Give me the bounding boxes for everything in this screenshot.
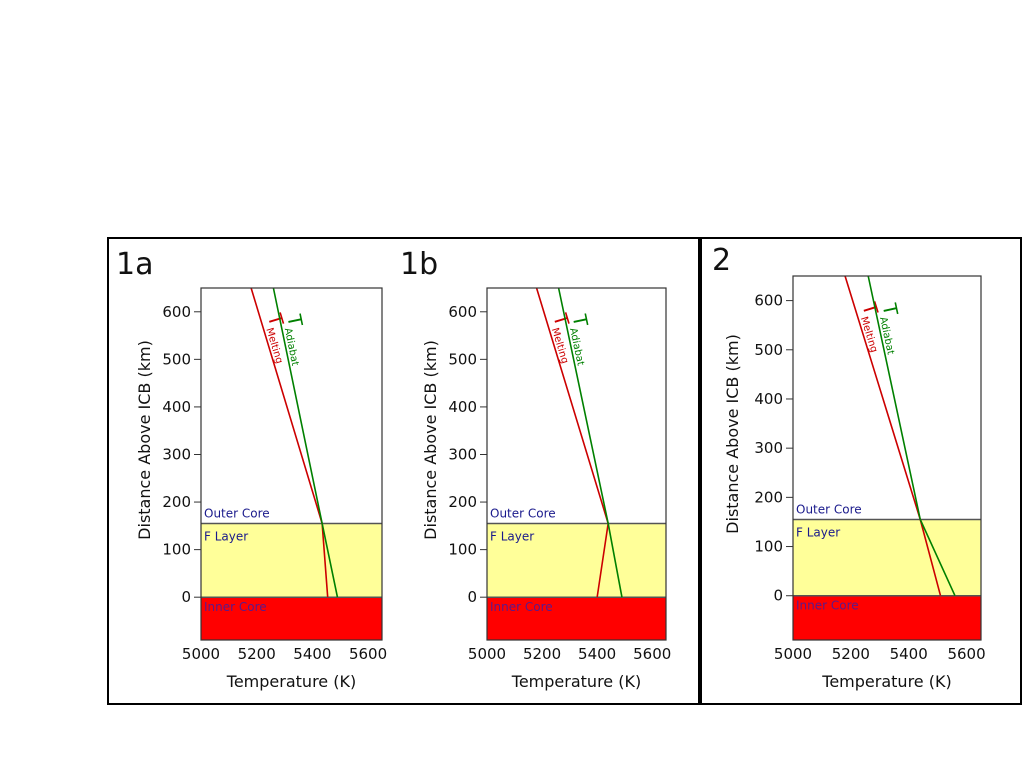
x-tick-label: 5600 bbox=[947, 645, 985, 663]
x-tick-label: 5200 bbox=[523, 645, 561, 663]
x-tick-label: 5400 bbox=[578, 645, 616, 663]
region-label: Outer Core bbox=[490, 506, 556, 520]
y-tick-label: 500 bbox=[754, 341, 783, 359]
y-tick-label: 100 bbox=[162, 541, 191, 559]
x-axis-label: Temperature (K) bbox=[821, 672, 951, 691]
region-outer-core bbox=[201, 288, 382, 524]
region-label: Inner Core bbox=[796, 599, 859, 613]
plot-frame bbox=[792, 275, 982, 641]
y-tick-label: 200 bbox=[754, 488, 783, 506]
plot-frame bbox=[486, 287, 667, 641]
panel-label: 2 bbox=[712, 243, 731, 278]
series-line-adiabat bbox=[867, 275, 956, 597]
x-tick-label: 5200 bbox=[238, 645, 276, 663]
region-label: Inner Core bbox=[204, 600, 267, 614]
figure-frame-2 bbox=[700, 237, 1022, 705]
y-tick-label: 100 bbox=[448, 541, 477, 559]
region-f-layer bbox=[487, 523, 666, 598]
y-tick-label: 600 bbox=[448, 303, 477, 321]
y-tick-label: 300 bbox=[162, 445, 191, 463]
x-tick-label: 5000 bbox=[774, 645, 812, 663]
x-tick-label: 5000 bbox=[468, 645, 506, 663]
y-tick-label: 100 bbox=[754, 538, 783, 556]
y-tick-label: 0 bbox=[773, 587, 783, 605]
x-tick-label: 5000 bbox=[182, 645, 220, 663]
y-axis-label: Distance Above ICB (km) bbox=[135, 340, 154, 540]
y-tick-label: 300 bbox=[448, 445, 477, 463]
y-axis-label: Distance Above ICB (km) bbox=[723, 334, 742, 534]
region-outer-core bbox=[793, 276, 981, 520]
x-axis-label: Temperature (K) bbox=[511, 672, 641, 691]
y-tick-label: 0 bbox=[467, 588, 477, 606]
figure-frame-1 bbox=[107, 237, 700, 705]
y-tick-label: 0 bbox=[181, 588, 191, 606]
x-tick-label: 5400 bbox=[293, 645, 331, 663]
region-outer-core bbox=[487, 288, 666, 524]
x-tick-label: 5400 bbox=[890, 645, 928, 663]
y-tick-label: 200 bbox=[448, 493, 477, 511]
region-f-layer bbox=[201, 523, 382, 598]
y-tick-label: 200 bbox=[162, 493, 191, 511]
series-label-symbol: T bbox=[877, 301, 901, 318]
panel-label: 1b bbox=[400, 247, 438, 282]
x-tick-label: 5600 bbox=[633, 645, 671, 663]
x-tick-label: 5200 bbox=[832, 645, 870, 663]
x-axis-label: Temperature (K) bbox=[226, 672, 356, 691]
series-label-symbol: T bbox=[567, 312, 591, 329]
region-inner-core bbox=[487, 597, 666, 640]
region-inner-core bbox=[793, 595, 981, 640]
region-label: Outer Core bbox=[796, 502, 862, 516]
y-tick-label: 500 bbox=[162, 350, 191, 368]
y-tick-label: 600 bbox=[754, 292, 783, 310]
series-line-adiabat bbox=[272, 287, 339, 598]
y-tick-label: 400 bbox=[754, 390, 783, 408]
region-label: F Layer bbox=[796, 525, 840, 539]
y-tick-label: 300 bbox=[754, 439, 783, 457]
series-label-symbol: T bbox=[282, 312, 306, 329]
y-tick-label: 400 bbox=[162, 398, 191, 416]
panel-label: 1a bbox=[116, 247, 153, 282]
region-label: F Layer bbox=[204, 529, 248, 543]
region-label: Inner Core bbox=[490, 600, 553, 614]
plot-frame bbox=[200, 287, 383, 641]
y-axis-label: Distance Above ICB (km) bbox=[421, 340, 440, 540]
x-tick-label: 5600 bbox=[349, 645, 387, 663]
y-tick-label: 500 bbox=[448, 350, 477, 368]
y-tick-label: 600 bbox=[162, 303, 191, 321]
y-tick-label: 400 bbox=[448, 398, 477, 416]
region-label: Outer Core bbox=[204, 506, 270, 520]
region-label: F Layer bbox=[490, 529, 534, 543]
region-inner-core bbox=[201, 597, 382, 640]
series-line-adiabat bbox=[557, 287, 623, 598]
